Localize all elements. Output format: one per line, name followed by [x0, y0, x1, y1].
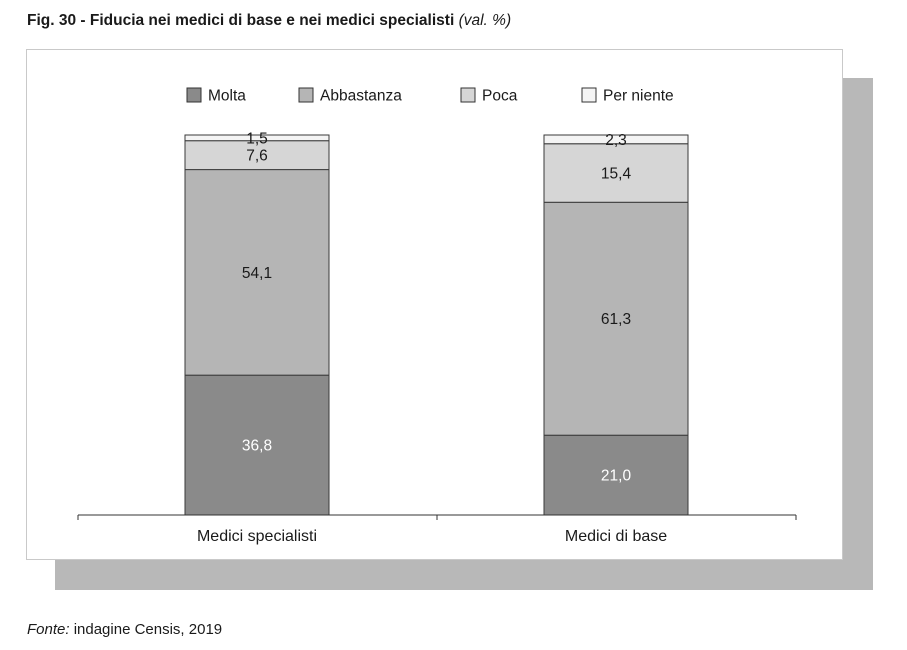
data-label-medici-di-base-abbastanza: 61,3: [601, 311, 631, 328]
title-text: Fig. 30 - Fiducia nei medici di base e n…: [27, 12, 455, 29]
data-label-medici-specialisti-per-niente: 1,5: [246, 130, 268, 147]
data-label-medici-specialisti-poca: 7,6: [246, 148, 268, 165]
x-tick-label-medici-di-base: Medici di base: [565, 528, 667, 545]
bar-medici-specialisti-per-niente: [184, 134, 330, 142]
legend-label-per-niente: Per niente: [603, 88, 674, 105]
data-label-medici-di-base-poca: 15,4: [601, 166, 632, 183]
legend-swatch-molta: [186, 87, 202, 103]
legend-swatch-per-niente: [581, 87, 597, 103]
data-label-medici-di-base-molta: 21,0: [601, 468, 632, 485]
legend-swatch-poca: [460, 87, 476, 103]
legend-label-poca: Poca: [482, 88, 518, 105]
source-note: Fonte: indagine Censis, 2019: [27, 621, 222, 638]
bar-medici-di-base-abbastanza: [543, 201, 689, 436]
chart-panel: Molta Abbastanza Poca Per niente 36,8 54,1 7,6…: [26, 49, 843, 560]
data-label-medici-specialisti-molta: 36,8: [242, 438, 272, 455]
title-units: (val. %): [458, 12, 512, 29]
source-label: Fonte:: [27, 621, 70, 638]
stacked-bar-chart: Molta Abbastanza Poca Per niente 36,8 54,1 7,6…: [77, 87, 797, 545]
figure-title: Fig. 30 - Fiducia nei medici di base e n…: [27, 12, 511, 30]
bar-medici-specialisti-molta: [184, 374, 330, 516]
source-text: indagine Censis, 2019: [69, 621, 223, 638]
data-label-medici-specialisti-abbastanza: 54,1: [242, 265, 272, 282]
legend-swatch-abbastanza: [298, 87, 314, 103]
data-label-medici-di-base-per-niente: 2,3: [605, 132, 627, 149]
bar-medici-di-base-poca: [543, 143, 689, 203]
x-tick-label-medici-specialisti: Medici specialisti: [197, 528, 317, 545]
legend-label-molta: Molta: [208, 88, 246, 105]
bar-medici-di-base-per-niente: [543, 134, 689, 145]
legend-label-abbastanza: Abbastanza: [320, 88, 402, 105]
bar-medici-specialisti-poca: [184, 140, 330, 171]
